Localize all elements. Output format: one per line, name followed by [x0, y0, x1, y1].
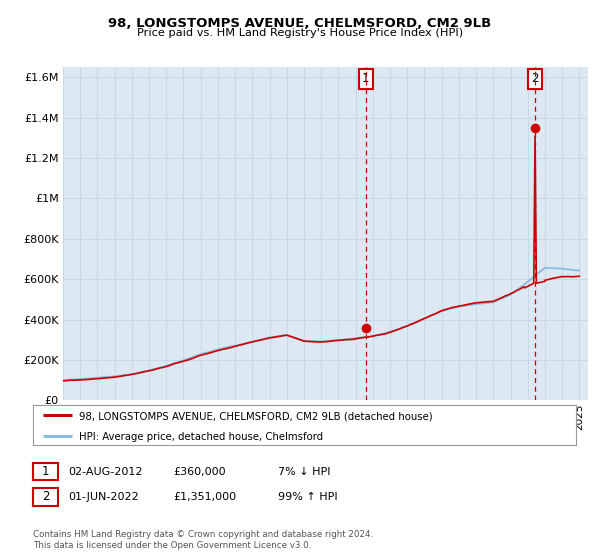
- Text: 1: 1: [42, 465, 49, 478]
- Text: 7% ↓ HPI: 7% ↓ HPI: [278, 466, 330, 477]
- Text: 98, LONGSTOMPS AVENUE, CHELMSFORD, CM2 9LB (detached house): 98, LONGSTOMPS AVENUE, CHELMSFORD, CM2 9…: [79, 411, 433, 421]
- Text: 01-JUN-2022: 01-JUN-2022: [68, 492, 139, 502]
- Text: Contains HM Land Registry data © Crown copyright and database right 2024.: Contains HM Land Registry data © Crown c…: [33, 530, 373, 539]
- Text: 2: 2: [42, 490, 49, 503]
- Text: 99% ↑ HPI: 99% ↑ HPI: [278, 492, 337, 502]
- Text: 98, LONGSTOMPS AVENUE, CHELMSFORD, CM2 9LB: 98, LONGSTOMPS AVENUE, CHELMSFORD, CM2 9…: [109, 17, 491, 30]
- Text: 02-AUG-2012: 02-AUG-2012: [68, 466, 142, 477]
- Text: £1,351,000: £1,351,000: [173, 492, 236, 502]
- Text: 1: 1: [362, 72, 370, 85]
- Text: 2: 2: [531, 72, 539, 85]
- Text: This data is licensed under the Open Government Licence v3.0.: This data is licensed under the Open Gov…: [33, 541, 311, 550]
- Text: £360,000: £360,000: [173, 466, 226, 477]
- Text: HPI: Average price, detached house, Chelmsford: HPI: Average price, detached house, Chel…: [79, 432, 323, 442]
- Text: Price paid vs. HM Land Registry's House Price Index (HPI): Price paid vs. HM Land Registry's House …: [137, 28, 463, 38]
